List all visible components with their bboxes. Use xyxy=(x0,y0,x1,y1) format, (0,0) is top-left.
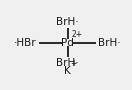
Text: BrH·: BrH· xyxy=(98,38,121,48)
Text: BrH·: BrH· xyxy=(56,17,79,27)
Text: BrH·: BrH· xyxy=(56,58,79,68)
Text: 2+: 2+ xyxy=(72,30,83,39)
Text: K: K xyxy=(64,66,71,76)
Text: +: + xyxy=(70,59,76,68)
Text: ·HBr: ·HBr xyxy=(14,38,37,48)
Text: Pd: Pd xyxy=(61,38,74,48)
